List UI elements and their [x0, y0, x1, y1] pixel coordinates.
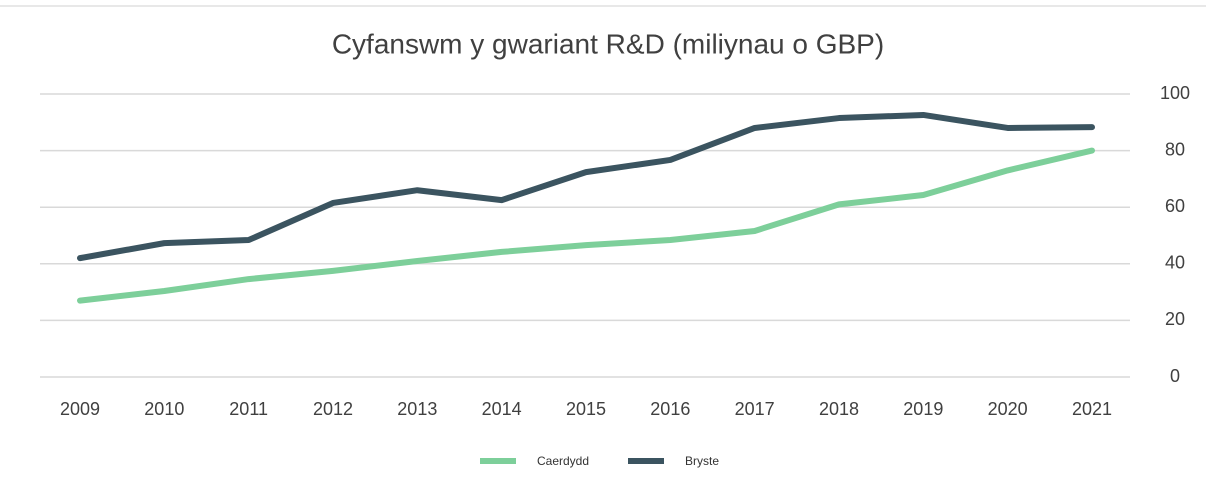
x-tick-label: 2011 — [229, 399, 268, 419]
y-tick-label: 20 — [1165, 309, 1185, 329]
y-tick-label: 0 — [1170, 366, 1180, 386]
x-tick-label: 2017 — [735, 399, 775, 419]
legend-label: Caerdydd — [537, 454, 589, 468]
x-tick-label: 2016 — [650, 399, 690, 419]
y-tick-label: 100 — [1160, 83, 1190, 103]
series-line — [77, 111, 1095, 262]
x-tick-label: 2020 — [988, 399, 1028, 419]
series-line — [77, 147, 1095, 304]
x-tick-label: 2015 — [566, 399, 606, 419]
y-tick-label: 60 — [1165, 196, 1185, 216]
legend-label: Bryste — [685, 454, 719, 468]
x-tick-label: 2018 — [819, 399, 859, 419]
y-tick-label: 40 — [1165, 253, 1185, 273]
x-tick-label: 2010 — [144, 399, 184, 419]
x-tick-label: 2012 — [313, 399, 353, 419]
chart-title: Cyfanswm y gwariant R&D (miliynau o GBP) — [332, 28, 884, 59]
x-tick-label: 2014 — [482, 399, 522, 419]
y-tick-label: 80 — [1165, 139, 1185, 159]
x-tick-label: 2019 — [903, 399, 943, 419]
x-tick-label: 2009 — [60, 399, 100, 419]
x-tick-label: 2021 — [1072, 399, 1112, 419]
x-tick-label: 2013 — [397, 399, 437, 419]
